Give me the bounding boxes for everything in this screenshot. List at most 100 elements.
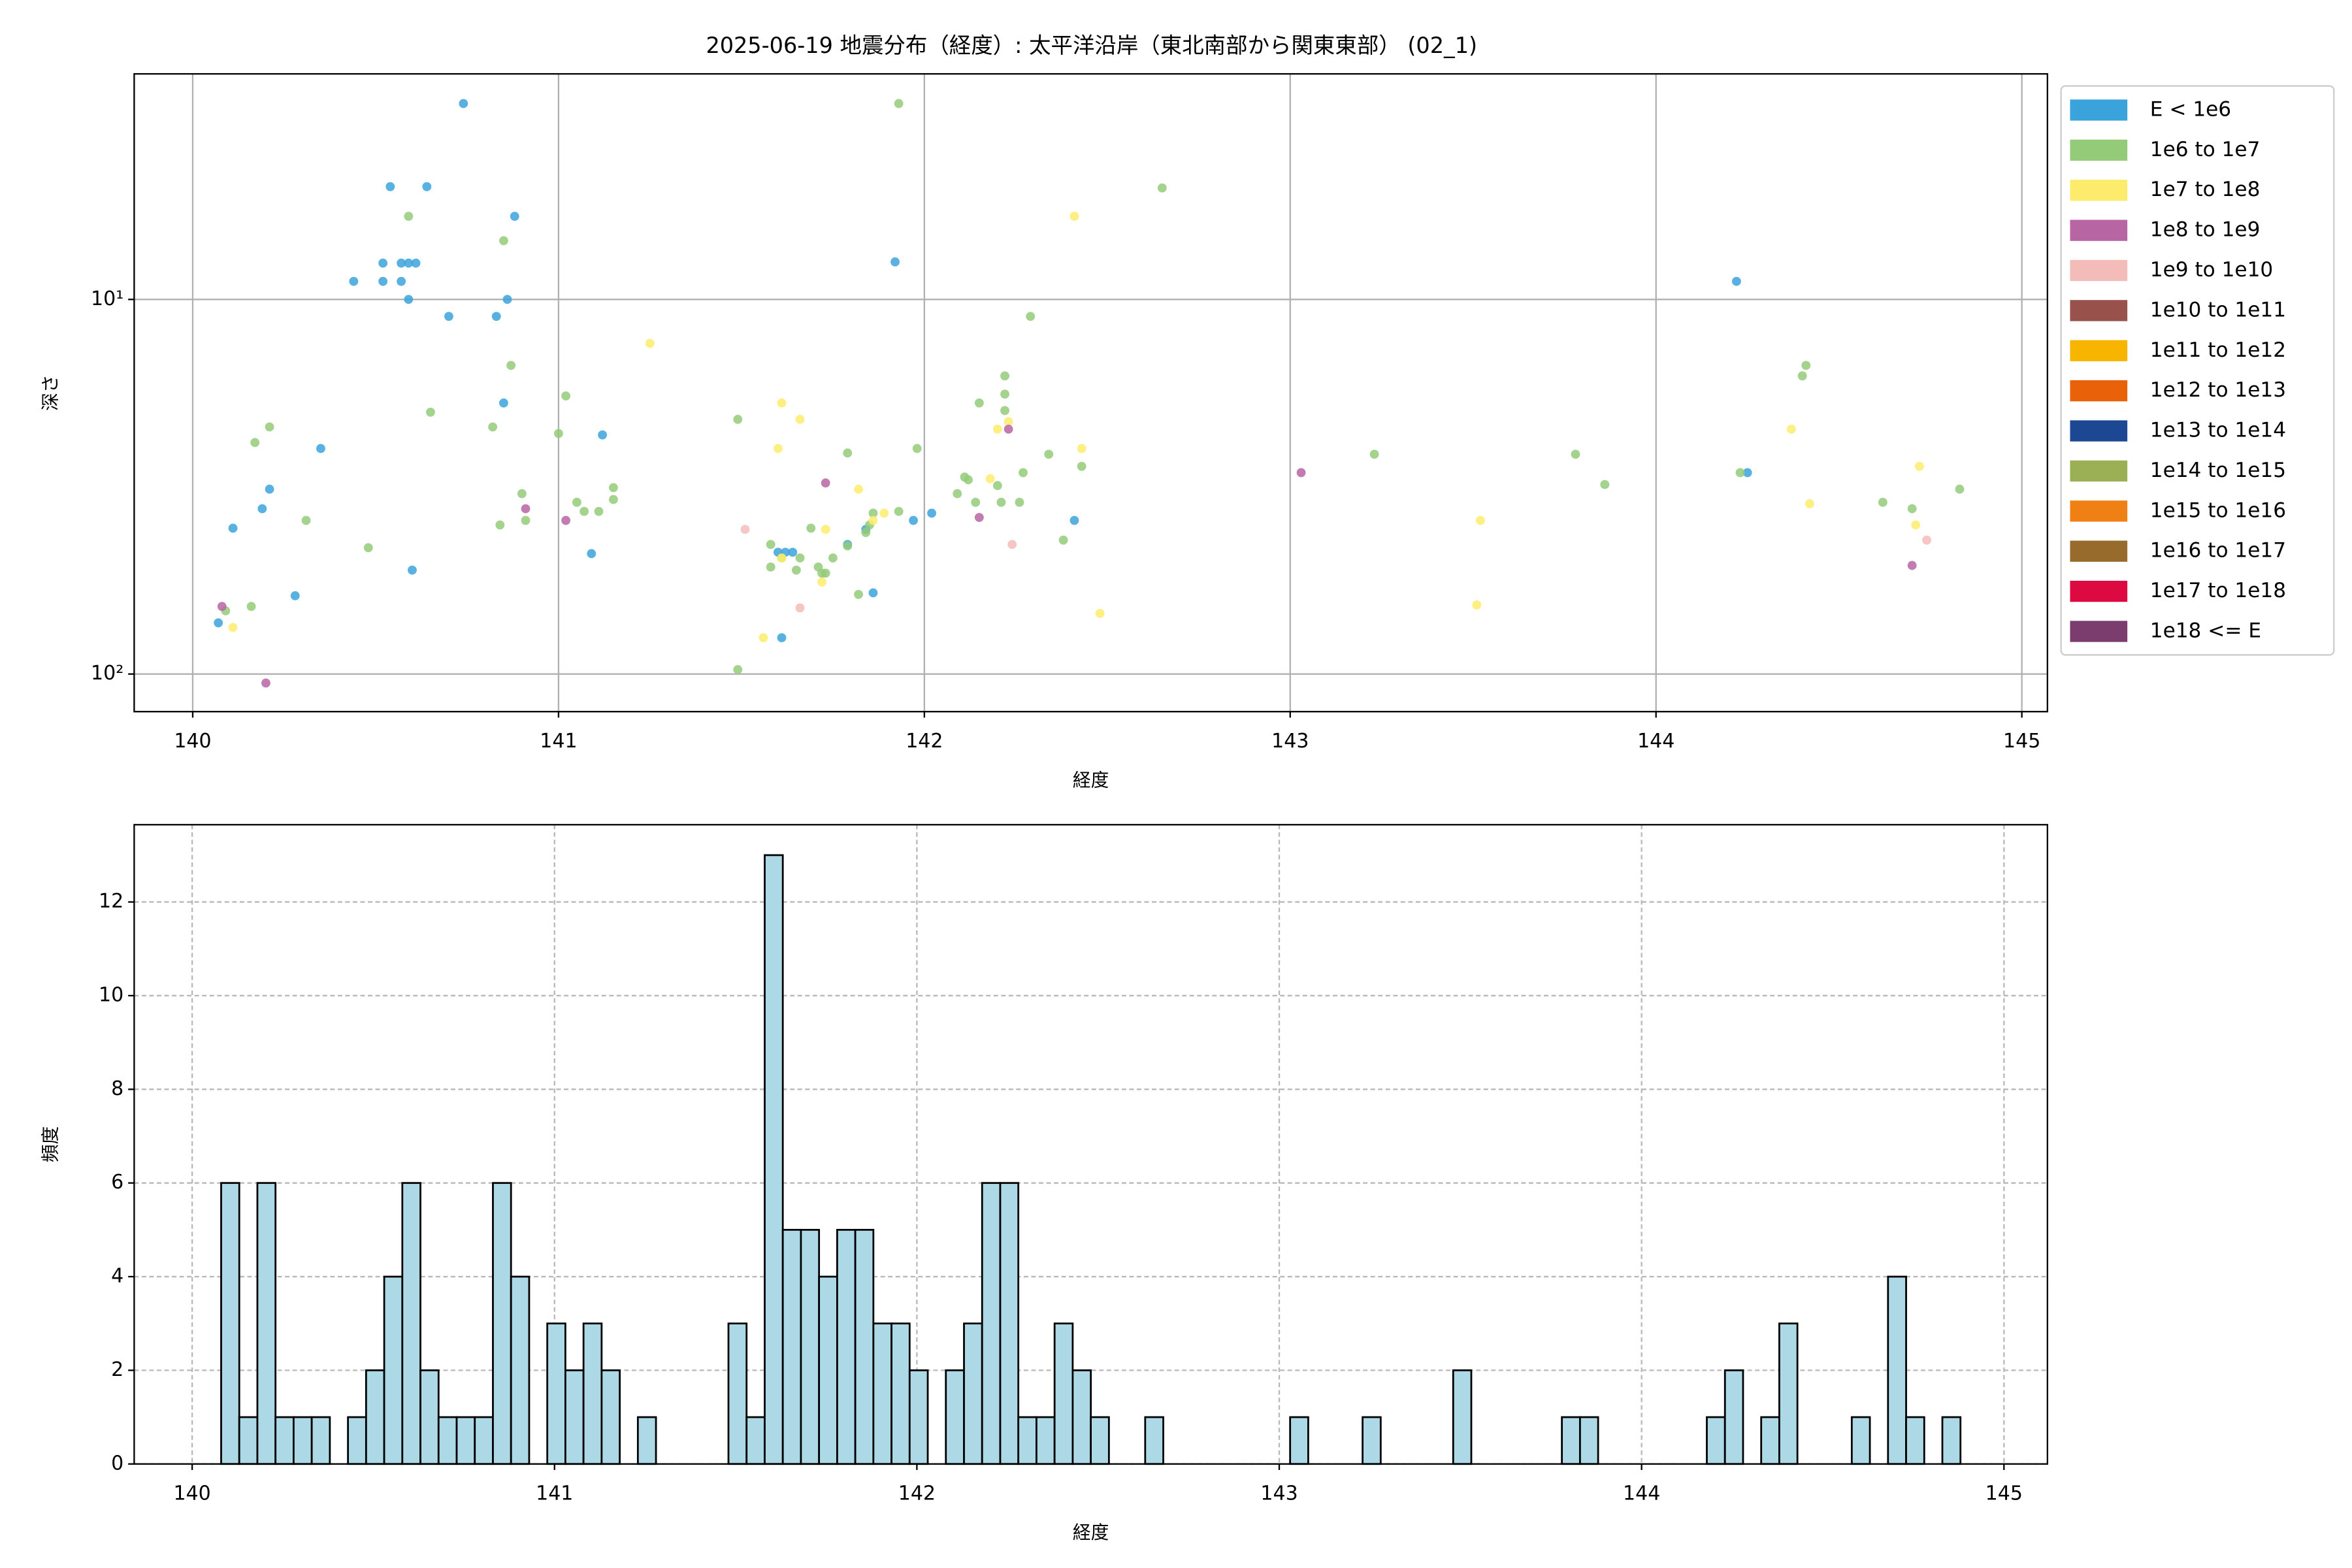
histogram-bar: [1905, 1416, 1925, 1465]
legend-label: 1e12 to 1e13: [2150, 378, 2286, 402]
legend-swatch: [2070, 340, 2128, 361]
data-point: [1007, 540, 1017, 549]
histogram-bar: [1887, 1275, 1907, 1465]
histogram-bar: [383, 1275, 404, 1465]
data-point: [1911, 520, 1921, 530]
legend-swatch: [2070, 420, 2128, 442]
data-point: [228, 623, 238, 632]
legend-label: 1e9 to 1e10: [2150, 258, 2273, 282]
data-point: [861, 528, 871, 537]
data-point: [506, 361, 516, 370]
data-point: [992, 424, 1002, 434]
data-point: [1805, 499, 1814, 508]
y-tick-label: 0: [111, 1452, 123, 1475]
data-point: [974, 513, 984, 522]
x-tick-label: 140: [173, 1482, 210, 1505]
histogram-bar: [1053, 1322, 1074, 1465]
histogram-bar: [492, 1182, 512, 1465]
x-axis-label: 経度: [1073, 769, 1109, 791]
data-point: [265, 484, 274, 494]
data-point: [740, 525, 750, 534]
histogram-bar: [1144, 1416, 1164, 1465]
data-point: [817, 577, 826, 587]
histogram-bar: [1706, 1416, 1726, 1465]
data-point: [1878, 497, 1887, 507]
data-point: [996, 497, 1006, 507]
histogram-bar: [347, 1416, 367, 1465]
data-point: [488, 422, 498, 432]
data-point: [363, 543, 373, 553]
data-point: [1742, 468, 1752, 478]
data-point: [1000, 371, 1009, 381]
data-point: [553, 429, 563, 438]
histogram-bar: [781, 1228, 802, 1465]
data-point: [879, 508, 889, 518]
data-point: [733, 664, 743, 674]
legend-swatch: [2070, 259, 2128, 282]
histogram-bar: [220, 1182, 240, 1465]
histogram-bar: [419, 1369, 440, 1465]
data-point: [806, 523, 816, 533]
data-point: [1907, 504, 1917, 514]
data-point: [1786, 424, 1796, 434]
histogram-bar: [455, 1416, 476, 1465]
histogram-bar: [764, 854, 784, 1465]
data-point: [257, 504, 267, 514]
x-tick-label: 142: [898, 1482, 936, 1505]
data-point: [404, 258, 414, 268]
y-axis-label: 頻度: [39, 1126, 61, 1162]
histogram-bar: [981, 1182, 1002, 1465]
data-point: [766, 562, 776, 572]
data-point: [971, 497, 981, 507]
data-point: [1797, 371, 1807, 381]
data-point: [1369, 449, 1379, 459]
legend-label: 1e11 to 1e12: [2150, 338, 2286, 362]
histogram-bar: [1941, 1416, 1962, 1465]
data-point: [1077, 461, 1086, 471]
data-point: [594, 506, 604, 516]
data-point: [854, 484, 863, 494]
data-point: [868, 508, 878, 518]
data-point: [813, 562, 823, 572]
histogram-bar: [727, 1322, 748, 1465]
data-point: [773, 444, 783, 453]
histogram-bar: [1071, 1369, 1092, 1465]
data-point: [214, 618, 223, 628]
data-point: [1004, 424, 1013, 434]
data-point: [228, 523, 238, 533]
data-point: [498, 398, 508, 408]
legend-swatch: [2070, 300, 2128, 321]
data-point: [444, 312, 453, 321]
data-point: [821, 568, 830, 578]
data-point: [1476, 515, 1485, 525]
data-point: [1801, 361, 1811, 370]
data-point: [912, 444, 922, 453]
data-point: [795, 414, 805, 424]
histogram-bar: [1090, 1416, 1110, 1465]
data-point: [265, 422, 274, 432]
x-tick-label: 143: [1260, 1482, 1298, 1505]
data-point: [598, 430, 608, 440]
histogram-bar: [600, 1369, 621, 1465]
data-point: [1907, 561, 1917, 570]
x-tick-label: 144: [1623, 1482, 1660, 1505]
y-tick-label: 8: [111, 1077, 123, 1100]
data-point: [250, 438, 260, 448]
data-point: [426, 407, 435, 417]
histogram-bar: [293, 1416, 313, 1465]
data-point: [422, 182, 432, 191]
data-point: [521, 504, 531, 514]
y-tick-label: 10¹: [91, 287, 123, 310]
data-point: [261, 678, 270, 688]
histogram-bar: [836, 1228, 857, 1465]
x-tick-label: 141: [536, 1482, 573, 1505]
legend-swatch: [2070, 580, 2128, 602]
data-point: [608, 495, 618, 504]
data-point: [561, 391, 571, 400]
x-tick-label: 145: [1985, 1482, 2023, 1505]
data-point: [246, 602, 256, 612]
data-point: [909, 515, 918, 525]
data-point: [1157, 183, 1167, 193]
